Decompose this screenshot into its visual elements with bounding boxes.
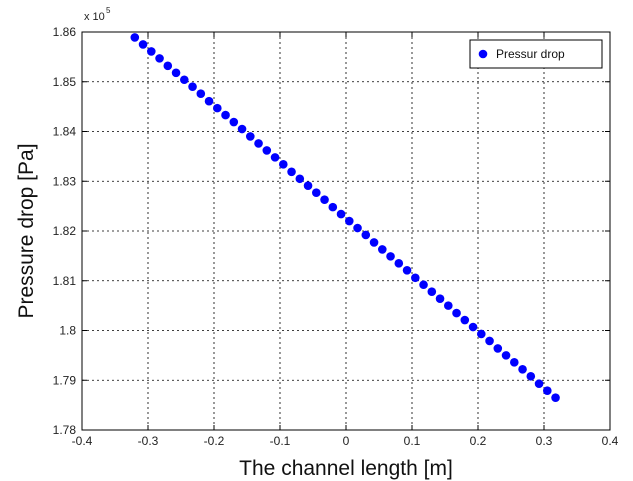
y-tick-label: 1.81 (53, 274, 77, 288)
data-point (270, 153, 280, 162)
x-tick-label: -0.3 (138, 434, 159, 448)
data-point (402, 266, 412, 275)
y-tick-label: 1.85 (53, 75, 77, 89)
x-tick-label: 0.3 (536, 434, 553, 448)
legend-marker (478, 49, 488, 59)
x-tick-label: 0.2 (470, 434, 487, 448)
y-axis-label: Pressure drop [Pa] (15, 143, 38, 318)
data-point (279, 160, 288, 169)
legend-label: Pressur drop (496, 47, 565, 61)
data-point (328, 202, 338, 212)
data-point (163, 61, 173, 71)
data-point (196, 89, 206, 98)
data-point (427, 287, 437, 296)
data-point (312, 188, 321, 197)
data-point (213, 103, 222, 113)
data-point (171, 68, 181, 78)
data-point (180, 75, 189, 85)
data-point (394, 259, 404, 268)
data-point (501, 351, 511, 360)
y-multiplier-exponent: 5 (106, 6, 111, 15)
data-point (138, 40, 148, 49)
data-point (246, 132, 255, 141)
y-tick-label: 1.78 (53, 423, 77, 437)
data-point (369, 238, 379, 247)
data-point (378, 245, 387, 254)
data-point (419, 280, 428, 290)
data-point (353, 223, 362, 233)
x-tick-label: 0.4 (602, 434, 619, 448)
data-point (435, 294, 445, 303)
data-point (221, 110, 230, 120)
data-point (303, 181, 313, 191)
data-point (493, 344, 503, 353)
x-tick-label: 0.1 (404, 434, 421, 448)
data-point (551, 393, 560, 402)
data-point (518, 365, 527, 374)
data-point (452, 308, 461, 318)
data-point (345, 216, 354, 226)
legend: Pressur drop (469, 39, 603, 69)
data-point (229, 117, 239, 127)
x-tick-label: -0.4 (72, 434, 93, 448)
data-point (155, 54, 164, 63)
x-axis-label: The channel length [m] (239, 457, 453, 480)
x-tick-label: -0.2 (204, 434, 225, 448)
y-tick-label: 1.79 (53, 373, 77, 387)
data-point (254, 139, 263, 148)
y-tick-label: 1.84 (53, 125, 77, 139)
data-points (130, 33, 560, 402)
data-point (526, 371, 536, 381)
data-point (130, 33, 140, 42)
x-tick-label: -0.1 (270, 434, 291, 448)
axis-ticks: -0.4 -0.3 -0.2 -0.1 0 0.1 0.2 0.3 0.4 1.78 1.79 1.8… (53, 25, 619, 448)
y-tick-label: 1.8 (59, 324, 76, 338)
data-point (147, 47, 156, 56)
data-point (237, 124, 247, 134)
grid (82, 32, 610, 430)
data-point (477, 329, 486, 339)
data-point (262, 146, 272, 155)
x-tick-label: 0 (343, 434, 350, 448)
data-point (485, 336, 494, 346)
legend-box (469, 39, 603, 69)
data-point (320, 195, 329, 204)
data-point (336, 209, 346, 219)
data-point (444, 301, 453, 310)
plot-background (82, 32, 610, 430)
data-point (361, 230, 371, 240)
data-point (295, 174, 305, 184)
data-point (386, 252, 395, 261)
data-point (534, 379, 544, 389)
data-point (468, 322, 478, 332)
data-point (411, 273, 420, 283)
data-point (543, 386, 552, 395)
data-point (510, 358, 519, 367)
y-tick-label: 1.83 (53, 174, 77, 188)
data-point (204, 96, 214, 106)
y-tick-label: 1.82 (53, 224, 77, 238)
data-point (287, 167, 296, 177)
y-multiplier-label: x 10 (84, 11, 105, 23)
data-point (188, 82, 197, 92)
data-point (460, 315, 470, 325)
y-tick-label: 1.86 (53, 25, 77, 39)
